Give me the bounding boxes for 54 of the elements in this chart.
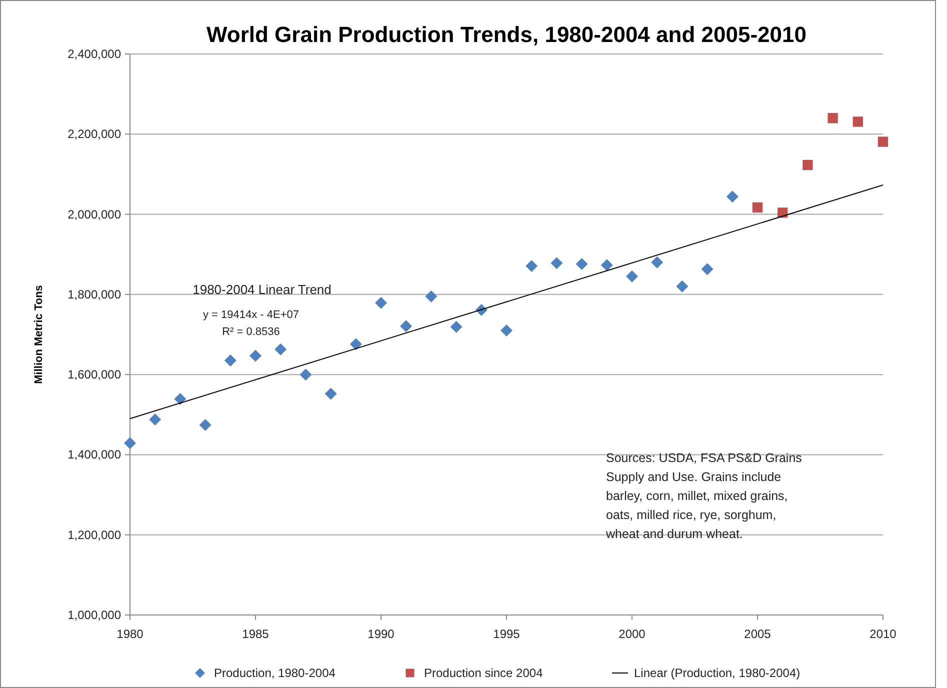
point bbox=[676, 280, 688, 292]
point bbox=[274, 343, 287, 356]
x-tick-label: 2000 bbox=[618, 627, 646, 641]
point bbox=[450, 320, 462, 333]
point bbox=[400, 320, 412, 332]
point bbox=[576, 258, 588, 270]
y-tick-label: 2,400,000 bbox=[68, 47, 122, 61]
point bbox=[828, 113, 838, 124]
chart-title: World Grain Production Trends, 1980-2004 and 2005-2010 bbox=[206, 22, 806, 47]
point bbox=[752, 202, 763, 213]
point bbox=[701, 263, 714, 276]
x-tick-label: 1990 bbox=[368, 627, 395, 641]
annotation: Sources: USDA, FSA PS&D Grains Supply and Use. Grains include barley, corn, millet, mixed grains, oats, milled rice, rye, sorghum, wheat and durum wheat. bbox=[605, 451, 802, 541]
point bbox=[350, 338, 362, 350]
point bbox=[852, 116, 863, 127]
point bbox=[802, 160, 813, 170]
point bbox=[526, 260, 538, 272]
y-tick-label: 1,600,000 bbox=[68, 368, 122, 382]
y-tick-label: 1,400,000 bbox=[68, 448, 122, 462]
x-tick-label: 2010 bbox=[870, 627, 897, 641]
y-tick-label: 2,000,000 bbox=[68, 207, 122, 222]
y-tick-label: 1,200,000 bbox=[68, 528, 122, 542]
point bbox=[199, 419, 212, 432]
annotation: R² = 0.8536 bbox=[222, 326, 280, 338]
x-tick-label: 2005 bbox=[744, 627, 772, 641]
point bbox=[626, 270, 638, 282]
x-tick-label: 1985 bbox=[242, 627, 270, 641]
point bbox=[550, 257, 563, 270]
point bbox=[250, 350, 262, 362]
point bbox=[324, 388, 337, 400]
point bbox=[651, 256, 664, 268]
annotation: 1980-2004 Linear Trend bbox=[192, 282, 332, 297]
point bbox=[726, 190, 738, 203]
point bbox=[174, 393, 186, 406]
point bbox=[124, 437, 136, 450]
legend-label: Production, 1980-2004 bbox=[214, 666, 336, 680]
point bbox=[425, 290, 438, 302]
legend-label: Production since 2004 bbox=[424, 666, 544, 680]
annotation: y = 19414x - 4E+07 bbox=[202, 309, 300, 321]
x-tick-label: 1995 bbox=[493, 627, 520, 641]
y-tick-label: 1,800,000 bbox=[68, 287, 122, 302]
point bbox=[500, 324, 512, 336]
point bbox=[149, 413, 162, 426]
y-axis-title: Million Metric Tons bbox=[33, 285, 45, 384]
y-tick-label: 1,000,000 bbox=[68, 608, 122, 622]
point bbox=[878, 136, 888, 147]
point bbox=[224, 354, 236, 367]
legend-label: Linear (Production, 1980-2004) bbox=[634, 666, 800, 680]
point bbox=[300, 368, 312, 381]
x-tick-label: 1980 bbox=[116, 627, 144, 641]
point bbox=[375, 296, 387, 309]
point bbox=[778, 208, 788, 218]
point bbox=[600, 259, 613, 272]
y-tick-label: 2,200,000 bbox=[68, 127, 122, 142]
